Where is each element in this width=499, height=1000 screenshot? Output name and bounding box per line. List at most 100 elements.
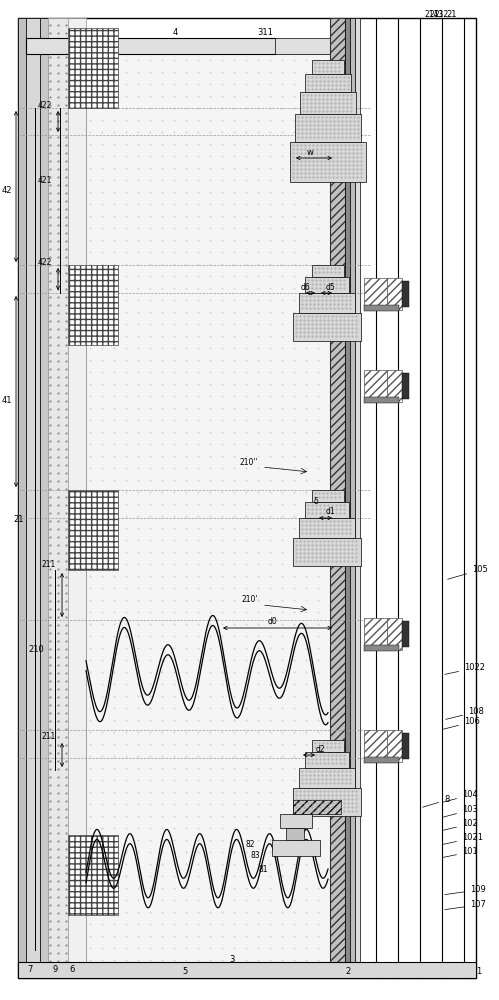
Bar bbox=[275, 38, 330, 54]
Text: 103: 103 bbox=[443, 805, 478, 817]
Bar bbox=[305, 502, 349, 518]
Text: 5: 5 bbox=[182, 967, 188, 976]
Bar bbox=[272, 840, 320, 856]
Bar bbox=[299, 293, 355, 313]
Bar bbox=[68, 265, 118, 345]
Text: 41: 41 bbox=[1, 396, 12, 405]
Text: 422: 422 bbox=[37, 258, 52, 267]
Bar bbox=[364, 397, 399, 403]
Bar bbox=[402, 281, 409, 307]
Bar bbox=[293, 800, 341, 814]
Bar bbox=[364, 370, 387, 402]
Bar bbox=[68, 18, 86, 978]
Text: 1021: 1021 bbox=[443, 833, 483, 844]
Text: 211: 211 bbox=[42, 732, 56, 741]
Text: 421: 421 bbox=[37, 176, 52, 185]
Text: 212: 212 bbox=[435, 10, 449, 19]
Bar bbox=[312, 265, 344, 277]
Bar bbox=[312, 60, 344, 74]
Bar bbox=[86, 54, 330, 964]
Text: 7: 7 bbox=[27, 965, 33, 974]
Bar bbox=[364, 305, 399, 311]
Bar bbox=[364, 278, 387, 310]
Bar bbox=[364, 730, 387, 762]
Text: 8: 8 bbox=[423, 795, 450, 807]
Bar bbox=[293, 788, 361, 816]
Text: d0: d0 bbox=[267, 617, 277, 626]
Bar bbox=[293, 538, 361, 566]
Bar bbox=[18, 18, 26, 978]
Bar bbox=[305, 752, 349, 768]
Text: 1: 1 bbox=[477, 967, 482, 976]
Bar bbox=[364, 757, 399, 763]
Bar bbox=[387, 618, 402, 650]
Text: 210': 210' bbox=[242, 595, 258, 604]
Text: 214: 214 bbox=[425, 10, 439, 19]
Bar bbox=[299, 768, 355, 788]
Bar bbox=[364, 618, 387, 650]
Bar bbox=[68, 28, 118, 108]
Text: 82: 82 bbox=[246, 840, 255, 849]
Text: 21: 21 bbox=[447, 10, 457, 19]
Text: 213: 213 bbox=[430, 10, 444, 19]
Bar bbox=[48, 18, 68, 978]
Text: 21: 21 bbox=[13, 515, 24, 524]
Bar bbox=[40, 18, 48, 978]
Text: d6: d6 bbox=[300, 283, 310, 292]
Text: 42: 42 bbox=[1, 186, 12, 195]
Text: 83: 83 bbox=[250, 851, 260, 860]
Bar bbox=[402, 621, 409, 647]
Text: 9: 9 bbox=[52, 965, 58, 974]
Text: 106: 106 bbox=[443, 717, 480, 729]
Bar bbox=[355, 18, 360, 976]
Bar bbox=[387, 730, 402, 762]
Text: 210: 210 bbox=[28, 645, 44, 654]
Text: d5: d5 bbox=[325, 283, 335, 292]
Bar bbox=[290, 142, 366, 182]
Bar bbox=[402, 373, 409, 399]
Bar bbox=[26, 18, 40, 978]
Text: 1022: 1022 bbox=[445, 663, 485, 674]
Text: 102: 102 bbox=[443, 819, 478, 830]
Text: 107: 107 bbox=[445, 900, 486, 910]
Text: d2: d2 bbox=[315, 745, 325, 754]
Bar bbox=[293, 313, 361, 341]
Bar bbox=[299, 518, 355, 538]
Bar bbox=[26, 38, 276, 54]
Text: 211: 211 bbox=[42, 560, 56, 569]
Text: 422: 422 bbox=[37, 101, 52, 110]
Bar bbox=[68, 835, 118, 915]
Bar bbox=[312, 740, 344, 752]
Bar bbox=[305, 74, 351, 92]
Text: 6: 6 bbox=[69, 965, 75, 974]
Bar bbox=[402, 733, 409, 759]
Bar bbox=[387, 278, 402, 310]
Bar bbox=[68, 490, 118, 570]
Bar bbox=[387, 370, 402, 402]
Bar bbox=[295, 114, 361, 142]
Text: 108: 108 bbox=[446, 707, 484, 719]
Text: 105: 105 bbox=[448, 565, 488, 579]
Bar bbox=[330, 18, 345, 976]
Text: 4: 4 bbox=[172, 28, 178, 37]
Bar bbox=[312, 490, 344, 502]
Text: 104: 104 bbox=[443, 790, 478, 802]
Bar bbox=[280, 814, 312, 828]
Text: 109: 109 bbox=[445, 885, 486, 895]
Text: 2: 2 bbox=[345, 967, 351, 976]
Bar bbox=[300, 92, 356, 114]
Bar bbox=[18, 962, 476, 978]
Bar bbox=[345, 18, 350, 976]
Text: 81: 81 bbox=[258, 865, 268, 874]
Text: 101: 101 bbox=[443, 847, 478, 857]
Text: 3: 3 bbox=[230, 955, 235, 964]
Bar bbox=[364, 645, 399, 651]
Text: 311: 311 bbox=[257, 28, 273, 37]
Bar bbox=[305, 277, 349, 293]
Text: d1: d1 bbox=[325, 507, 335, 516]
Text: w: w bbox=[306, 148, 313, 157]
Text: 210'': 210'' bbox=[240, 458, 258, 467]
Bar bbox=[350, 18, 355, 976]
Text: δ: δ bbox=[314, 497, 318, 506]
Bar bbox=[286, 828, 304, 840]
